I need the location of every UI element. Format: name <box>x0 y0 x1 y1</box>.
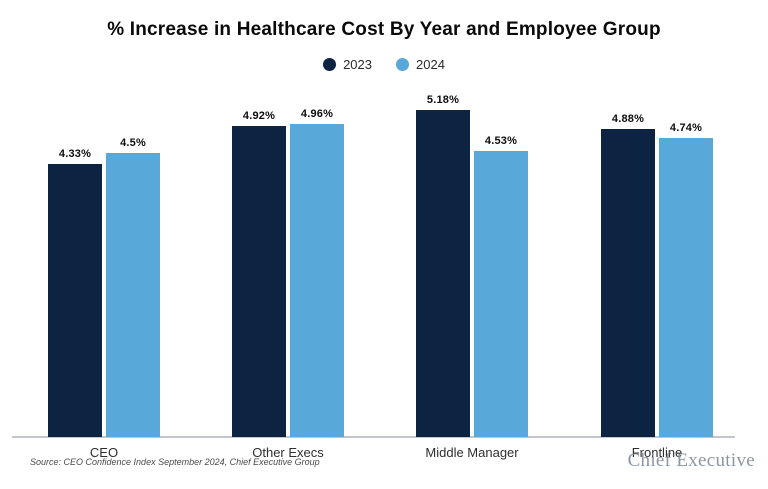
plot-area: 4.33% 4.5% CEO 4.92% 4.96% Other Execs 5.18% 4.… <box>0 77 768 460</box>
legend: 2023 2024 <box>0 57 768 72</box>
legend-swatch-icon <box>396 58 409 71</box>
bar-value-label: 4.33% <box>58 148 92 160</box>
bar-value-label: 4.53% <box>484 135 518 147</box>
bar-2023 <box>232 126 286 437</box>
legend-item-2023: 2023 <box>323 57 372 72</box>
bar-group-middle-manager: 5.18% 4.53% <box>416 94 528 437</box>
legend-label: 2023 <box>343 57 372 72</box>
bar-column-2023: 4.92% <box>232 110 286 437</box>
x-axis-line <box>12 436 735 438</box>
bar-2023 <box>416 110 470 437</box>
bar-value-label: 4.88% <box>611 113 645 125</box>
bar-column-2023: 4.33% <box>48 148 102 437</box>
bar-2023 <box>601 129 655 437</box>
bar-value-label: 5.18% <box>426 94 460 106</box>
bar-2024 <box>659 138 713 437</box>
bar-column-2024: 4.5% <box>106 137 160 437</box>
bar-2024 <box>106 153 160 437</box>
category-label: Other Execs <box>252 445 324 460</box>
bar-value-label: 4.96% <box>300 108 334 120</box>
category-label: Middle Manager <box>425 445 519 460</box>
legend-swatch-icon <box>323 58 337 71</box>
bar-value-label: 4.74% <box>669 122 703 134</box>
legend-item-2024: 2024 <box>396 57 445 72</box>
category-label: CEO <box>89 445 119 460</box>
bar-value-label: 4.92% <box>242 110 276 122</box>
bar-group-other-execs: 4.92% 4.96% <box>232 108 344 437</box>
bar-column-2024: 4.53% <box>474 135 528 437</box>
bar-group-ceo: 4.33% 4.5% <box>48 137 160 437</box>
bar-column-2024: 4.96% <box>290 108 344 437</box>
bar-column-2024: 4.74% <box>659 122 713 437</box>
bar-2024 <box>474 151 528 437</box>
bar-column-2023: 4.88% <box>601 113 655 437</box>
bar-2023 <box>48 164 102 437</box>
brand-logo: Chief Executive <box>627 450 755 471</box>
source-note: Source: CEO Confidence Index September 2… <box>30 457 320 467</box>
chart-title: % Increase in Healthcare Cost By Year an… <box>107 19 661 40</box>
bar-value-label: 4.5% <box>120 137 146 149</box>
category-label: Frontline <box>631 445 683 460</box>
legend-label: 2024 <box>416 57 445 72</box>
bar-group-frontline: 4.88% 4.74% <box>601 113 713 437</box>
bar-column-2023: 5.18% <box>416 94 470 437</box>
bar-2024 <box>290 124 344 437</box>
